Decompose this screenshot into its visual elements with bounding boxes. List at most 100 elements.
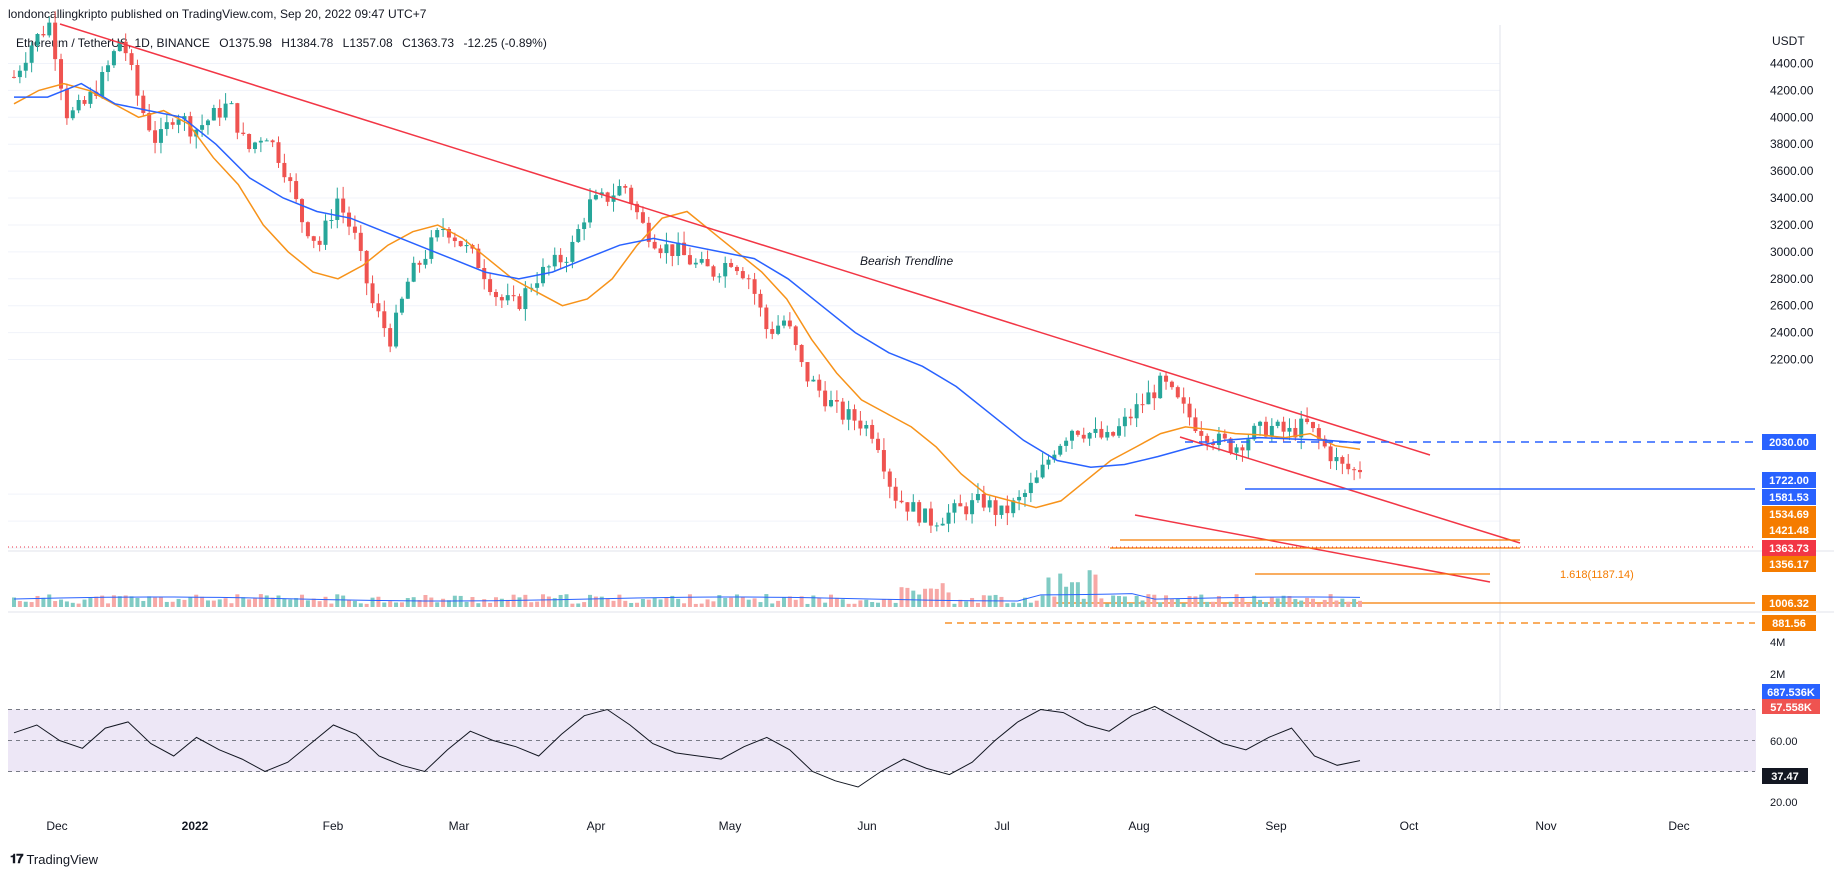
- candle-body-115: [687, 255, 692, 265]
- time-label-10: Oct: [1400, 819, 1419, 833]
- volume-bar-210: [1246, 603, 1251, 607]
- volume-bar-124: [740, 596, 745, 607]
- candle-body-90: [540, 266, 545, 284]
- candle-body-131: [781, 320, 786, 326]
- price-axis: 800.001000.001200.002200.002400.002600.0…: [1762, 56, 1816, 631]
- candle-body-81: [488, 279, 493, 292]
- volume-bar-218: [1293, 599, 1298, 607]
- candle-body-25: [158, 129, 163, 143]
- volume-bar-65: [394, 602, 399, 607]
- candle-body-104: [623, 186, 628, 188]
- candle-body-36: [223, 103, 228, 118]
- candle-body-220: [1305, 418, 1310, 423]
- volume-bar-169: [1005, 603, 1010, 607]
- candle-body-124: [740, 271, 745, 279]
- candle-body-217: [1287, 427, 1292, 432]
- price-label-0: 2030.00: [1769, 437, 1809, 449]
- candle-body-146: [870, 425, 875, 439]
- candle-body-109: [652, 241, 657, 249]
- volume-bar-142: [846, 603, 851, 607]
- volume-bar-108: [646, 599, 651, 607]
- volume-bar-36: [223, 598, 228, 607]
- bearish-trendline: [59, 23, 1431, 456]
- candle-body-147: [876, 438, 881, 451]
- volume-bar-98: [588, 594, 593, 607]
- volume-bar-145: [864, 599, 869, 607]
- volume-bar-46: [282, 598, 287, 607]
- price-tick-3: 2200.00: [1770, 353, 1814, 367]
- volume-bar-179: [1064, 586, 1069, 607]
- time-label-11: Nov: [1535, 819, 1556, 833]
- candle-body-174: [1034, 477, 1039, 483]
- volume-bar-157: [934, 588, 939, 607]
- candle-body-175: [1040, 464, 1045, 478]
- volume-bar-148: [881, 599, 886, 607]
- candle-body-171: [1017, 496, 1022, 501]
- volume-bar-191: [1134, 595, 1139, 607]
- candle-body-128: [764, 307, 769, 330]
- volume-bar-59: [358, 603, 363, 607]
- price-label-1: 1722.00: [1769, 475, 1809, 487]
- candle-body-156: [928, 508, 933, 526]
- candle-body-229: [1358, 469, 1362, 473]
- volume-bar-192: [1140, 600, 1145, 607]
- candle-body-35: [217, 107, 222, 118]
- volume-bar-95: [570, 603, 575, 607]
- volume-bar-53: [323, 596, 328, 607]
- volume-bar-11: [76, 603, 81, 607]
- candle-body-163: [970, 500, 975, 515]
- candle-body-22: [141, 95, 146, 114]
- price-tick-10: 3600.00: [1770, 164, 1814, 178]
- volume-bar-208: [1234, 594, 1239, 607]
- candle-body-24: [153, 130, 158, 143]
- symbol-name[interactable]: Ethereum / TetherUS, 1D, BINANCE: [16, 36, 210, 50]
- price-tick-5: 2600.00: [1770, 299, 1814, 313]
- volume-bar-81: [488, 602, 493, 607]
- volume-bar-222: [1316, 603, 1321, 607]
- candle-body-127: [758, 293, 763, 308]
- rsi-axis-0: 60.00: [1770, 736, 1798, 748]
- volume-bar-130: [776, 600, 781, 607]
- candle-body-182: [1081, 434, 1086, 439]
- candle-body-44: [270, 140, 275, 143]
- candle-body-223: [1322, 438, 1327, 447]
- candle-body-49: [300, 199, 305, 223]
- volume-bar-80: [482, 599, 487, 607]
- time-label-12: Dec: [1668, 819, 1689, 833]
- candle-body-12: [82, 100, 87, 104]
- volume-bar-220: [1305, 597, 1310, 607]
- candle-body-99: [593, 195, 598, 200]
- ma-slow-line: [14, 82, 1361, 468]
- price-label-box-6: [1762, 556, 1816, 572]
- volume-bar-28: [176, 598, 181, 607]
- volume-bar-18: [117, 596, 122, 607]
- candle-body-61: [370, 283, 375, 304]
- volume-bar-212: [1258, 599, 1263, 607]
- volume-bar-17: [111, 595, 116, 607]
- candle-body-135: [805, 362, 810, 382]
- price-label-box-5: [1762, 540, 1816, 556]
- volume-bar-15: [100, 595, 105, 607]
- volume-bar-43: [264, 595, 269, 607]
- volume-bar-90: [540, 594, 545, 607]
- volume-bar-74: [446, 600, 451, 607]
- volume-bar-223: [1322, 599, 1327, 607]
- volume-bar-184: [1093, 574, 1098, 607]
- moving-averages: [13, 82, 1361, 509]
- volume-bar-207: [1228, 601, 1233, 607]
- candle-body-192: [1140, 404, 1145, 406]
- candle-body-8: [59, 59, 64, 89]
- candle-body-158: [940, 523, 945, 526]
- candle-body-191: [1134, 404, 1139, 419]
- volume-bar-198: [1175, 598, 1180, 607]
- volume-bar-30: [188, 597, 193, 607]
- candle-body-16: [106, 65, 111, 73]
- volume-bar-135: [805, 603, 810, 607]
- candle-body-51: [311, 236, 316, 241]
- candle-body-143: [852, 409, 857, 421]
- tradingview-brand[interactable]: 𝟏𝟕 TradingView: [10, 851, 98, 867]
- candle-body-160: [952, 503, 957, 513]
- volume-bar-211: [1252, 595, 1257, 607]
- volume-bar-110: [658, 599, 663, 607]
